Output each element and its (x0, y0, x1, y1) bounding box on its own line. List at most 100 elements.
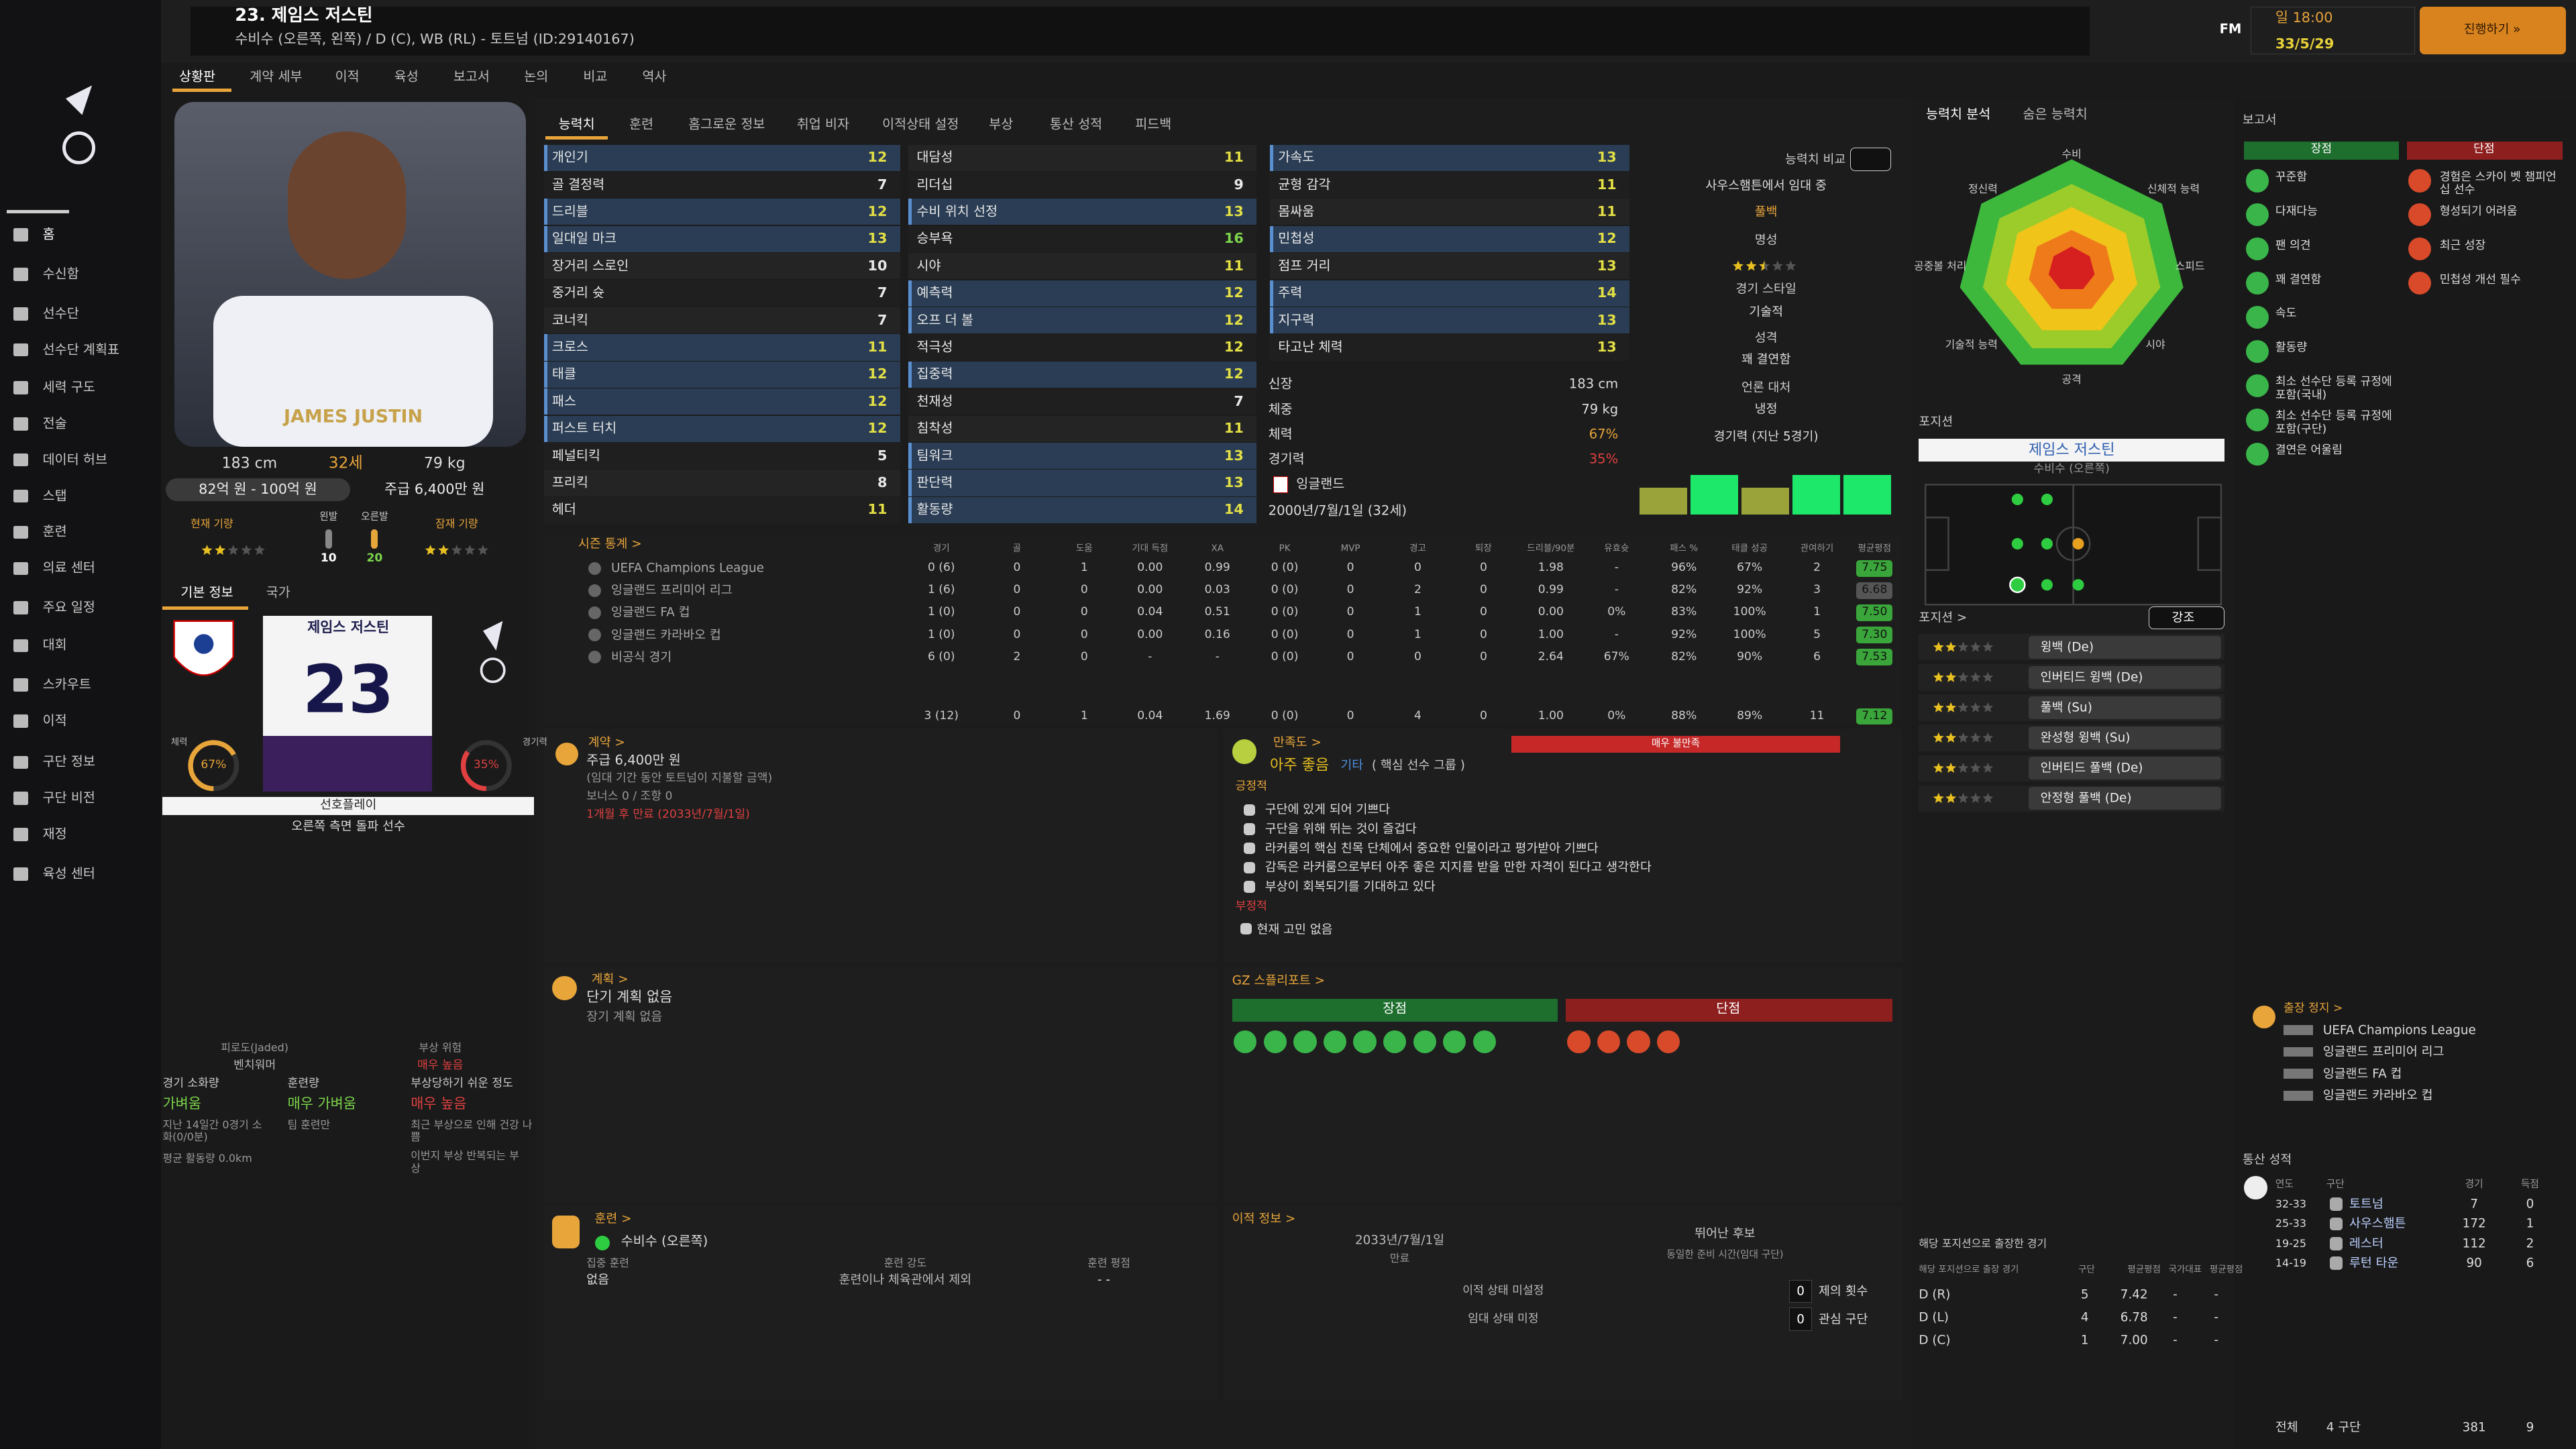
stats-cell: 89% (1737, 708, 1763, 722)
stats-cell: 4 (1414, 708, 1421, 722)
role-name[interactable]: 안정형 풀백 (De) (2040, 791, 2132, 806)
stats-header: 패스 % (1670, 543, 1699, 554)
nav-item[interactable]: 데이터 허브 (42, 451, 107, 468)
star-rating (1733, 260, 1796, 271)
report-strength-icon (2245, 169, 2269, 193)
attribute-tab[interactable]: 능력치 (558, 116, 595, 132)
crest-bird (65, 85, 93, 115)
role-dropdown[interactable] (2029, 787, 2221, 810)
stats-header: 기대 득점 (1132, 543, 1169, 554)
role-dropdown[interactable] (2029, 757, 2221, 780)
career-cell: 1 (2526, 1216, 2534, 1231)
nav-item[interactable]: 주요 일정 (42, 599, 95, 615)
profile-tab[interactable]: 기본 정보 (180, 584, 233, 600)
star-filled (1733, 260, 1743, 271)
nav-item[interactable]: 구단 정보 (42, 754, 95, 770)
role-dropdown[interactable] (2029, 665, 2221, 690)
attribute-key-marker (908, 496, 912, 523)
nav-item[interactable]: 훈련 (42, 524, 67, 540)
stats-cell: 0 (1013, 605, 1021, 619)
sub-tab[interactable]: 비교 (583, 68, 608, 85)
nav-item[interactable]: 홈 (42, 226, 55, 242)
distance-note: 평균 활동량 0.0km (162, 1151, 252, 1165)
nav-item[interactable]: 의료 센터 (42, 560, 95, 576)
nav-item[interactable]: 선수단 (42, 305, 79, 321)
star-filled (1759, 260, 1765, 271)
sub-tab[interactable]: 육성 (394, 68, 419, 85)
attribute-tab[interactable]: 홈그로운 정보 (688, 116, 765, 132)
nav-item[interactable]: 전술 (42, 415, 67, 431)
star-filled (1933, 762, 1944, 773)
match-note: 지난 14일간 0경기 소화(0/0분) (162, 1118, 262, 1144)
attribute-key-marker (543, 144, 547, 171)
happiness-item: 감독은 라커룸으로부터 아주 좋은 지지를 받을 만한 자격이 된다고 생각한다 (1265, 860, 1652, 875)
nav-item[interactable]: 스카우트 (42, 676, 91, 692)
nav-item[interactable]: 세력 구도 (42, 379, 95, 395)
attribute-tab[interactable]: 부상 (989, 116, 1014, 132)
attribute-tab[interactable]: 취업 비자 (796, 116, 850, 132)
highlight-dropdown[interactable] (2149, 606, 2224, 629)
sub-tab[interactable]: 보고서 (453, 68, 490, 85)
attribute-name: 장거리 스로인 (551, 258, 629, 274)
stats-cell: 0.16 (1204, 627, 1230, 641)
report-strength: 팬 의견 (2275, 238, 2311, 252)
crest-bird (483, 621, 503, 651)
attribute-tab[interactable]: 통산 성적 (1049, 116, 1103, 132)
attribute-tab[interactable]: 이적상태 설정 (882, 116, 959, 132)
role-name[interactable]: 풀백 (Su) (2040, 700, 2092, 715)
role-name[interactable]: 완성형 윙백 (Su) (2040, 731, 2131, 745)
nav-item[interactable]: 선수단 계획표 (42, 341, 119, 358)
star-rating (1933, 641, 1994, 652)
group-name: ( 핵심 선수 그룹 ) (1371, 758, 1465, 773)
age: 32세 (328, 453, 363, 472)
attribute-tab[interactable]: 훈련 (629, 116, 653, 132)
nav-item[interactable]: 수신함 (42, 266, 79, 282)
star-rating (1933, 732, 1994, 743)
continue-label[interactable]: 진행하기 » (2463, 22, 2521, 37)
stats-cell: 0 (1013, 561, 1021, 575)
report-strength-icon (2245, 408, 2269, 432)
star (1970, 672, 1981, 682)
market-value: 82억 원 - 100억 원 (199, 480, 317, 497)
role-name[interactable]: 인버티드 윙백 (De) (2040, 670, 2143, 685)
star (478, 545, 488, 555)
career-header: 구단 (2326, 1178, 2345, 1190)
nav-item[interactable]: 재정 (42, 826, 67, 842)
attribute-name: 수비 위치 선정 (916, 203, 998, 219)
sub-tab[interactable]: 논의 (524, 68, 549, 85)
compare-dropdown[interactable] (1849, 148, 1891, 171)
nav-item[interactable]: 이적 (42, 712, 67, 729)
sub-tab[interactable]: 역사 (642, 68, 667, 85)
nav-item[interactable]: 구단 비전 (42, 790, 95, 806)
role-dropdown[interactable] (2029, 696, 2221, 720)
radar-tab[interactable]: 숨은 능력치 (2023, 107, 2088, 123)
role-dropdown[interactable] (2029, 635, 2221, 659)
role-dropdown[interactable] (2029, 726, 2221, 750)
attribute-name: 태클 (551, 366, 576, 382)
stats-cell: 0 (1013, 583, 1021, 597)
competition-name: 잉글랜드 카라바오 컵 (611, 627, 721, 642)
position-apps-cell: 7.00 (2120, 1333, 2148, 1348)
compare-button[interactable]: 능력치 비교 (1784, 152, 1846, 166)
stats-cell: 1.00 (1538, 708, 1564, 722)
role-name[interactable]: 인버티드 풀백 (De) (2040, 761, 2143, 775)
happiness-level: 아주 좋음 (1270, 757, 1330, 774)
highlight-label[interactable]: 강조 (2171, 610, 2195, 625)
nav-item[interactable]: 스탭 (42, 488, 67, 504)
sub-tab[interactable]: 계약 세부 (250, 68, 303, 85)
sub-tab[interactable]: 상황판 (178, 68, 215, 85)
continue-button[interactable] (2420, 6, 2567, 54)
attribute-key-marker (543, 199, 547, 225)
sub-tab[interactable]: 이적 (335, 68, 360, 85)
position-apps-header: 평균평점 (2209, 1265, 2243, 1275)
nav-item[interactable]: 대회 (42, 637, 67, 653)
attribute-tab[interactable]: 피드백 (1135, 116, 1172, 132)
nav-item[interactable]: 육성 센터 (42, 865, 95, 881)
stats-header: 경기 (932, 543, 950, 554)
position-apps-header: 국가대표 (2168, 1265, 2202, 1275)
role-name[interactable]: 윙백 (De) (2040, 640, 2094, 655)
profile-tab[interactable]: 국가 (266, 584, 290, 600)
attribute-row (1270, 171, 1630, 199)
stats-cell: 6 (1813, 649, 1821, 663)
radar-tab[interactable]: 능력치 분석 (1926, 107, 1991, 123)
